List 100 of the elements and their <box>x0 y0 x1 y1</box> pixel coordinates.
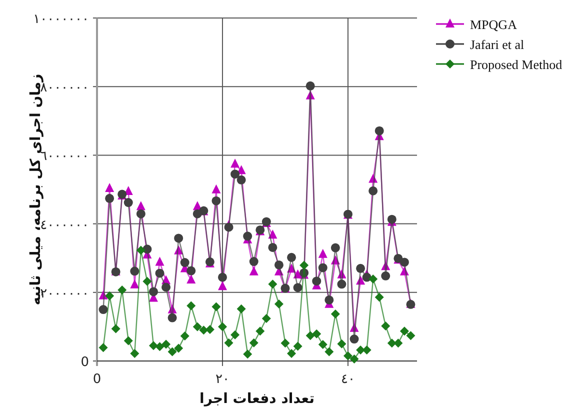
point <box>306 331 315 340</box>
point <box>268 280 278 289</box>
point <box>155 268 164 278</box>
point <box>105 291 114 300</box>
point <box>180 258 190 268</box>
point <box>280 338 290 348</box>
point <box>318 263 328 272</box>
point <box>224 338 234 348</box>
point <box>350 334 359 344</box>
point <box>136 209 146 218</box>
point <box>136 201 146 210</box>
legend-label: Jafari et al <box>470 37 525 52</box>
point <box>218 272 227 282</box>
point <box>256 326 265 336</box>
point <box>168 347 177 356</box>
point <box>186 274 196 284</box>
point <box>400 258 409 267</box>
point <box>268 242 278 252</box>
point <box>212 184 221 194</box>
legend-label: MPQGA <box>470 17 518 32</box>
point <box>155 256 164 266</box>
x-tick-label: ٤٠ <box>340 372 355 387</box>
y-tick-label: 0 <box>80 355 89 370</box>
point <box>381 322 390 331</box>
point <box>230 170 240 179</box>
point <box>130 348 140 358</box>
point <box>199 326 208 335</box>
point <box>118 286 127 294</box>
point <box>249 266 258 276</box>
point <box>274 300 284 309</box>
point <box>330 243 340 252</box>
point <box>162 282 171 292</box>
point <box>312 276 322 286</box>
point <box>324 347 334 356</box>
point <box>274 260 284 270</box>
point <box>318 340 328 350</box>
point <box>186 301 196 310</box>
x-axis-title: تعداد دفعات اجرا <box>200 391 314 407</box>
legend-label: Proposed Method <box>470 57 563 72</box>
x-tick-label: ٢٠ <box>216 372 230 387</box>
point <box>105 194 114 203</box>
point <box>374 292 384 302</box>
x-tick-label: 0 <box>92 372 102 387</box>
point <box>218 281 227 290</box>
point <box>168 313 177 322</box>
point <box>287 252 296 262</box>
point <box>350 354 359 364</box>
point <box>287 348 296 358</box>
point <box>124 336 133 346</box>
point <box>324 295 334 304</box>
y-tick-label: ٢٠٠٠٠٠٠ <box>40 286 89 302</box>
point <box>174 344 184 353</box>
point <box>124 198 133 208</box>
point <box>180 331 190 340</box>
point <box>337 339 346 348</box>
point <box>130 266 140 276</box>
y-tick-label: ٤٠٠٠٠٠٠ <box>40 218 89 233</box>
point <box>243 350 252 359</box>
point <box>262 314 271 323</box>
point <box>362 272 372 282</box>
point <box>162 340 171 349</box>
point <box>224 222 234 232</box>
point <box>312 329 322 338</box>
y-tick-label: ١٠٠٠٠٠٠٠ <box>33 12 89 27</box>
point <box>142 276 152 286</box>
point <box>236 175 246 184</box>
point <box>212 196 221 206</box>
point <box>236 304 246 314</box>
point <box>330 310 340 319</box>
point <box>148 287 158 296</box>
point <box>249 257 258 266</box>
point <box>148 341 158 350</box>
point <box>155 342 164 352</box>
point <box>111 324 120 334</box>
point <box>230 158 240 168</box>
point <box>374 126 384 136</box>
point <box>318 248 328 258</box>
point <box>98 343 108 352</box>
point <box>243 232 252 241</box>
point <box>343 351 352 360</box>
point <box>368 186 378 196</box>
point <box>406 331 416 340</box>
point <box>218 322 227 332</box>
point <box>337 280 346 289</box>
point <box>192 322 202 332</box>
point <box>136 246 146 255</box>
point <box>293 283 302 292</box>
point <box>356 264 366 273</box>
point <box>249 338 258 348</box>
point <box>212 302 221 312</box>
point <box>105 182 114 192</box>
point <box>98 305 108 314</box>
point <box>387 338 396 348</box>
point <box>300 260 309 270</box>
point <box>230 330 240 340</box>
point <box>174 234 184 243</box>
point <box>368 274 378 284</box>
point <box>293 342 302 351</box>
point <box>186 266 196 276</box>
point <box>130 279 140 288</box>
